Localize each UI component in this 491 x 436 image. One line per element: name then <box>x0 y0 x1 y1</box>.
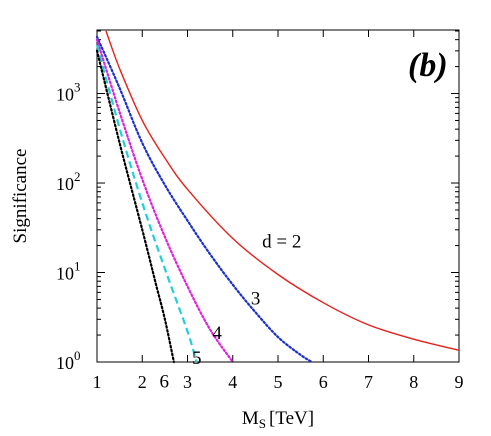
y-tick-label: 101 <box>56 259 81 284</box>
curves <box>95 30 460 364</box>
series-label-5: 6 <box>159 371 169 392</box>
series-label-1: d = 2 <box>262 232 301 253</box>
y-tick-label: 102 <box>56 169 81 194</box>
x-tick-label: 6 <box>319 372 328 392</box>
x-axis-title: MS [TeV] <box>242 408 314 431</box>
y-axis-title: Significance <box>10 149 31 244</box>
panel-label: (b) <box>408 47 448 84</box>
y-tick-label-base: 10 <box>56 264 74 284</box>
series-line-2 <box>95 35 313 364</box>
y-tick-label-exponent: 0 <box>74 348 81 363</box>
y-tick-label-base: 10 <box>56 353 74 373</box>
x-tick-label: 5 <box>274 372 283 392</box>
series-line-5 <box>95 49 175 364</box>
series-line-4 <box>95 44 198 363</box>
y-tick-label: 103 <box>56 80 81 105</box>
series-label-3: 4 <box>212 323 222 344</box>
x-tick-label: 7 <box>364 372 373 392</box>
x-tick-label: 8 <box>409 372 418 392</box>
series-label-2: 3 <box>251 288 261 309</box>
series-line-1 <box>105 30 460 351</box>
series-line-3 <box>95 38 234 364</box>
plot-frame <box>96 29 460 363</box>
y-tick-label-base: 10 <box>56 85 74 105</box>
y-tick-label: 100 <box>56 348 81 373</box>
y-tick-label-exponent: 3 <box>74 80 81 95</box>
x-axis-title-unit: [TeV] <box>269 408 314 429</box>
x-axis-title-subscript: S <box>259 416 266 431</box>
x-tick-label: 3 <box>183 372 192 392</box>
x-tick-label: 1 <box>93 372 102 392</box>
y-tick-label-base: 10 <box>56 174 74 194</box>
x-tick-label: 9 <box>455 372 464 392</box>
y-tick-label-exponent: 2 <box>74 169 81 184</box>
y-tick-label-exponent: 1 <box>74 259 81 274</box>
x-tick-label: 2 <box>138 372 147 392</box>
x-axis-title-symbol: M <box>242 408 259 429</box>
x-tick-label: 4 <box>228 372 237 392</box>
series-label-4: 5 <box>192 348 202 369</box>
